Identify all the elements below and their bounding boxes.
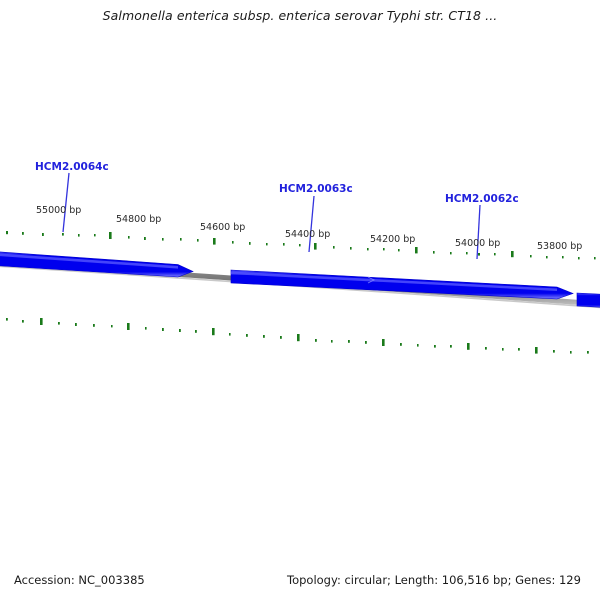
tick-track-lower — [6, 318, 589, 354]
gene-arrow-hcm2-0063c[interactable] — [230, 269, 574, 300]
genome-summary-text: Topology: circular; Length: 106,516 bp; … — [287, 573, 581, 587]
map-viewport — [0, 172, 600, 354]
bp-label-54200: 54200 bp — [370, 234, 416, 245]
gene-arrow-hcm2-0062c[interactable] — [576, 292, 600, 308]
bp-label-55000: 55000 bp — [36, 205, 82, 216]
tick-track-upper — [6, 231, 596, 260]
accession-text: Accession: NC_003385 — [14, 573, 145, 587]
bp-label-54400: 54400 bp — [285, 229, 331, 240]
bp-label-54800: 54800 bp — [116, 214, 162, 225]
leader-line-hcm2-0062c — [476, 204, 481, 260]
gene-arrow-hcm2-0064c[interactable] — [0, 251, 194, 278]
leader-line-hcm2-0064c — [62, 172, 70, 233]
bp-label-53800: 53800 bp — [537, 241, 583, 252]
page-title: Salmonella enterica subsp. enterica sero… — [102, 8, 498, 23]
gene-label-hcm2-0064c[interactable]: HCM2.0064c — [35, 161, 109, 173]
gene-label-hcm2-0063c[interactable]: HCM2.0063c — [279, 183, 353, 195]
leader-line-hcm2-0063c — [308, 195, 315, 253]
gene-label-hcm2-0062c[interactable]: HCM2.0062c — [445, 193, 519, 205]
bp-label-54600: 54600 bp — [200, 222, 246, 233]
bp-label-54000: 54000 bp — [455, 238, 501, 249]
gene-label-leaders — [62, 172, 481, 260]
